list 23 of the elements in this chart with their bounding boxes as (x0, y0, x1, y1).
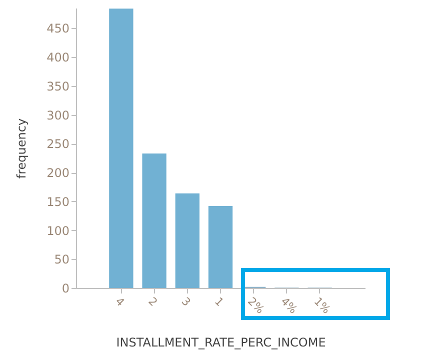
y-tick-label: 300 (46, 108, 70, 122)
y-axis-title: frequency (14, 118, 29, 179)
y-tick-label: 200 (46, 166, 70, 180)
x-tick-label: 2% (245, 294, 267, 316)
x-tick-label: 2 (146, 294, 160, 309)
x-tick-label: 4 (112, 294, 127, 309)
y-tick-label: 0 (62, 282, 70, 296)
y-tick-label: 50 (54, 252, 70, 267)
bar (109, 8, 134, 288)
x-tick-label: 1 (212, 294, 226, 309)
y-tick-label: 450 (46, 22, 70, 36)
y-tick-label: 150 (46, 194, 70, 209)
y-tick-label: 350 (46, 79, 70, 94)
y-tick-label: 100 (46, 224, 70, 238)
bar (208, 206, 233, 288)
bar (175, 193, 200, 288)
x-tick-label: 4% (278, 294, 300, 316)
y-tick-label: 400 (46, 50, 70, 65)
x-axis-title: INSTALLMENT_RATE_PERC_INCOME (116, 336, 326, 350)
bar (142, 153, 166, 288)
x-tick-label: 1% (311, 294, 333, 316)
y-tick-label: 250 (46, 137, 70, 152)
x-tick-label: 3 (178, 294, 194, 309)
